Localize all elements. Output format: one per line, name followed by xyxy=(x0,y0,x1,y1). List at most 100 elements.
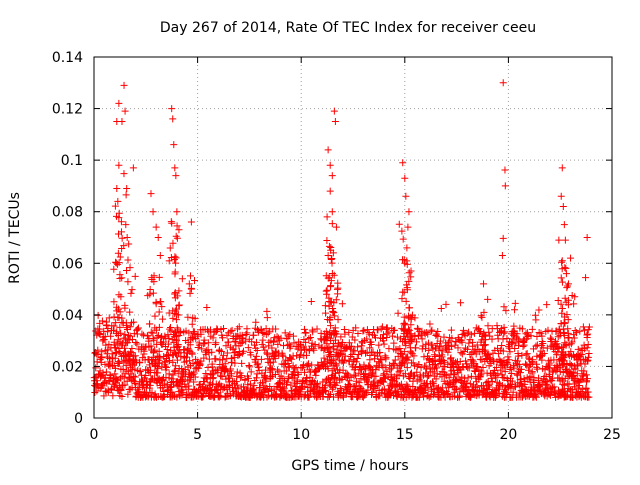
data-point xyxy=(209,334,217,342)
data-point xyxy=(117,218,125,226)
data-point xyxy=(583,344,591,352)
data-point xyxy=(331,374,339,382)
data-point xyxy=(258,329,266,337)
data-point xyxy=(124,256,132,264)
data-point xyxy=(513,330,521,338)
data-point xyxy=(555,325,563,333)
data-point xyxy=(434,332,442,340)
data-point xyxy=(114,249,122,257)
data-point xyxy=(328,172,336,180)
data-point xyxy=(568,362,576,370)
data-point xyxy=(131,272,139,280)
data-point xyxy=(332,296,340,304)
data-point xyxy=(102,368,110,376)
data-point xyxy=(545,365,553,373)
data-point xyxy=(115,314,123,322)
data-point xyxy=(97,358,105,366)
data-point xyxy=(136,358,144,366)
data-point xyxy=(150,336,158,344)
data-point xyxy=(123,234,131,241)
data-point xyxy=(258,379,266,387)
data-point xyxy=(181,380,189,388)
data-point xyxy=(494,385,502,393)
data-point xyxy=(151,346,159,354)
data-point xyxy=(195,341,203,349)
data-point xyxy=(493,386,501,394)
data-point xyxy=(408,311,416,319)
data-point xyxy=(500,323,508,331)
data-point xyxy=(242,331,250,339)
data-point xyxy=(333,285,341,293)
data-point xyxy=(110,322,118,330)
data-point xyxy=(584,353,592,361)
data-point xyxy=(437,337,445,345)
data-point xyxy=(248,338,256,346)
data-point xyxy=(301,383,309,391)
data-point xyxy=(313,382,321,390)
data-point xyxy=(264,329,272,337)
data-point xyxy=(404,312,412,320)
data-point xyxy=(121,304,129,312)
data-point xyxy=(571,293,579,301)
data-point xyxy=(121,107,129,115)
data-point xyxy=(167,218,175,226)
data-point xyxy=(275,368,283,376)
data-point xyxy=(400,320,408,328)
data-point xyxy=(261,371,269,379)
data-point xyxy=(355,389,363,397)
data-point xyxy=(271,370,279,378)
data-point xyxy=(580,367,588,375)
data-point xyxy=(185,382,193,390)
data-point xyxy=(519,342,527,350)
data-point xyxy=(278,351,286,359)
data-point xyxy=(115,161,123,169)
data-point xyxy=(437,305,445,313)
data-point xyxy=(279,383,287,391)
data-point xyxy=(529,359,537,367)
data-point xyxy=(187,284,195,292)
data-point xyxy=(512,382,520,390)
data-point xyxy=(128,286,136,294)
data-point xyxy=(498,341,506,349)
data-point xyxy=(564,280,572,288)
data-point xyxy=(570,300,578,308)
data-point xyxy=(471,368,479,376)
data-point xyxy=(98,348,106,356)
data-point xyxy=(532,393,540,401)
data-point xyxy=(118,341,126,349)
data-point xyxy=(246,380,254,388)
data-point xyxy=(563,284,571,292)
data-point xyxy=(111,202,119,210)
data-point xyxy=(561,236,569,244)
data-point xyxy=(320,360,328,368)
data-point xyxy=(285,363,293,371)
data-point xyxy=(381,363,389,371)
data-point xyxy=(165,357,173,365)
data-point xyxy=(500,374,508,382)
data-point xyxy=(583,334,591,342)
data-point xyxy=(488,378,496,385)
data-point xyxy=(131,365,139,373)
data-point xyxy=(326,161,334,169)
data-point xyxy=(259,343,267,351)
data-point xyxy=(238,338,246,346)
data-point xyxy=(321,345,329,353)
data-point xyxy=(309,345,317,353)
data-point xyxy=(557,274,565,282)
data-point xyxy=(564,325,572,333)
data-point xyxy=(238,359,246,367)
data-point xyxy=(222,342,230,350)
data-point xyxy=(535,374,543,382)
data-point xyxy=(579,323,587,331)
data-point xyxy=(514,352,522,360)
data-point xyxy=(175,331,183,339)
data-point xyxy=(263,384,271,392)
data-point xyxy=(518,351,526,359)
data-point xyxy=(252,318,260,326)
data-point xyxy=(301,368,309,376)
data-point xyxy=(559,360,567,368)
data-point xyxy=(398,227,406,235)
data-point xyxy=(112,364,120,372)
data-point xyxy=(127,376,135,384)
